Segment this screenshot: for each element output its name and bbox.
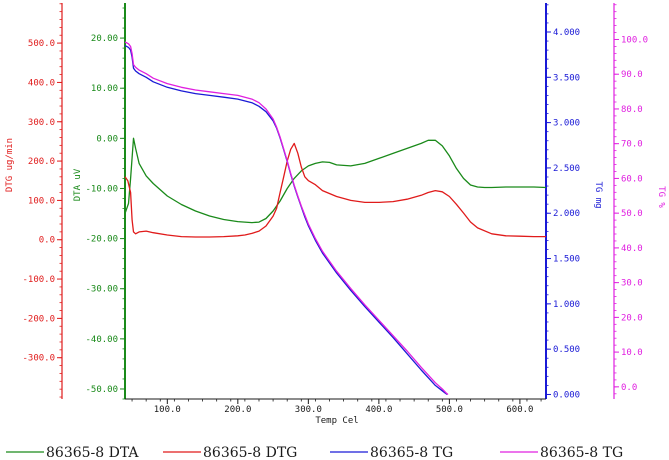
tgpct-tick-label: 70.0 — [621, 140, 643, 150]
tgmg-tick-label: 0.000 — [553, 390, 580, 400]
legend-label: 86365-8 DTG — [203, 445, 297, 460]
tgmg-tick-label: 1.000 — [553, 300, 580, 310]
dtg-tick-label: 0.0 — [39, 236, 55, 246]
tgpct-tick-label: 60.0 — [621, 174, 643, 184]
tgpct-axis: 100.0 90.0 80.0 70.0 60.0 50.0 40.0 30.0 20.0 10.… — [613, 3, 666, 399]
dta-tick-label: -30.00 — [85, 285, 118, 295]
x-tick-label: 400.0 — [365, 405, 392, 415]
legend-item-1: 86365-8 DTA — [6, 445, 139, 460]
x-tick-label: 100.0 — [154, 405, 181, 415]
tgmg-tick-label: 0.500 — [553, 345, 580, 355]
series-layer — [124, 41, 547, 396]
legend-item-2: 86365-8 DTG — [163, 445, 297, 460]
tgpct-tick-label: 80.0 — [621, 105, 643, 115]
series-line-2 — [124, 142, 546, 238]
dtg-tick-label: 300.0 — [28, 118, 55, 128]
dtg-tick-label: -100.0 — [22, 275, 55, 285]
legend-item-3: 86365-8 TG — [330, 445, 453, 460]
x-tick-label: 200.0 — [224, 405, 251, 415]
tgmg-axis: 4.000 3.500 3.000 2.500 2.000 1.500 1.000 0.500… — [545, 3, 603, 400]
dta-tick-label: 0.00 — [96, 134, 118, 144]
tgmg-tick-label: 2.500 — [553, 164, 580, 174]
tgpct-tick-label: 90.0 — [621, 70, 643, 80]
x-axis: 100.0 200.0 300.0 400.0 500.0 600.0 Temp Cel — [125, 398, 546, 426]
dta-tick-label: -40.00 — [85, 335, 118, 345]
dtg-axis-title: DTG ug/min — [5, 138, 15, 192]
dta-axis: 20.00 10.00 0.00 -10.00 -20.00 -30.00 -40.00 -5… — [73, 3, 126, 400]
dtg-tick-label: 200.0 — [28, 157, 55, 167]
dtg-tick-label: 400.0 — [28, 78, 55, 88]
x-axis-title: Temp Cel — [315, 416, 358, 426]
tgmg-tick-label: 4.000 — [553, 28, 580, 38]
x-tick-label: 600.0 — [506, 405, 533, 415]
dtg-tick-label: -200.0 — [22, 314, 55, 324]
axes-layer: 20.00 10.00 0.00 -10.00 -20.00 -30.00 -40.00 -5… — [5, 3, 666, 426]
dta-tick-label: 20.00 — [91, 34, 118, 44]
tgmg-tick-label: 2.000 — [553, 209, 580, 219]
tgpct-tick-label: 40.0 — [621, 244, 643, 254]
legend-label: 86365-8 TG — [540, 445, 623, 460]
dtg-tick-label: 100.0 — [28, 196, 55, 206]
tgpct-tick-label: 10.0 — [621, 348, 643, 358]
x-tick-label: 500.0 — [436, 405, 463, 415]
dta-axis-title: DTA uV — [73, 168, 83, 201]
dtg-axis: 500.0 400.0 300.0 200.0 100.0 0.0 -100.0 -200.0… — [5, 3, 63, 399]
dta-tick-label: 10.00 — [91, 84, 118, 94]
tgpct-axis-title: TG % — [656, 186, 666, 208]
dta-tick-label: -10.00 — [85, 184, 118, 194]
series-line-1 — [124, 137, 547, 224]
legend-label: 86365-8 DTA — [46, 445, 139, 460]
tgmg-tick-label: 3.500 — [553, 73, 580, 83]
series-line-4 — [124, 41, 449, 395]
legend-item-4: 86365-8 TG — [500, 445, 623, 460]
tgpct-tick-label: 30.0 — [621, 279, 643, 289]
tgpct-tick-label: 20.0 — [621, 313, 643, 323]
dta-tick-label: -50.00 — [85, 385, 118, 395]
tgpct-tick-label: 0.0 — [621, 383, 637, 393]
dtg-tick-label: 500.0 — [28, 39, 55, 49]
legend: 86365-8 DTA 86365-8 DTG 86365-8 TG 86365-8 … — [6, 445, 623, 460]
x-tick-label: 300.0 — [295, 405, 322, 415]
legend-label: 86365-8 TG — [370, 445, 453, 460]
tgpct-tick-label: 50.0 — [621, 209, 643, 219]
dta-tick-label: -20.00 — [85, 235, 118, 245]
tgmg-tick-label: 1.500 — [553, 255, 580, 265]
tgmg-axis-title: TG mg — [593, 181, 603, 208]
tgmg-tick-label: 3.000 — [553, 119, 580, 129]
dtg-tick-label: -300.0 — [22, 354, 55, 364]
tgpct-tick-label: 100.0 — [621, 35, 648, 45]
